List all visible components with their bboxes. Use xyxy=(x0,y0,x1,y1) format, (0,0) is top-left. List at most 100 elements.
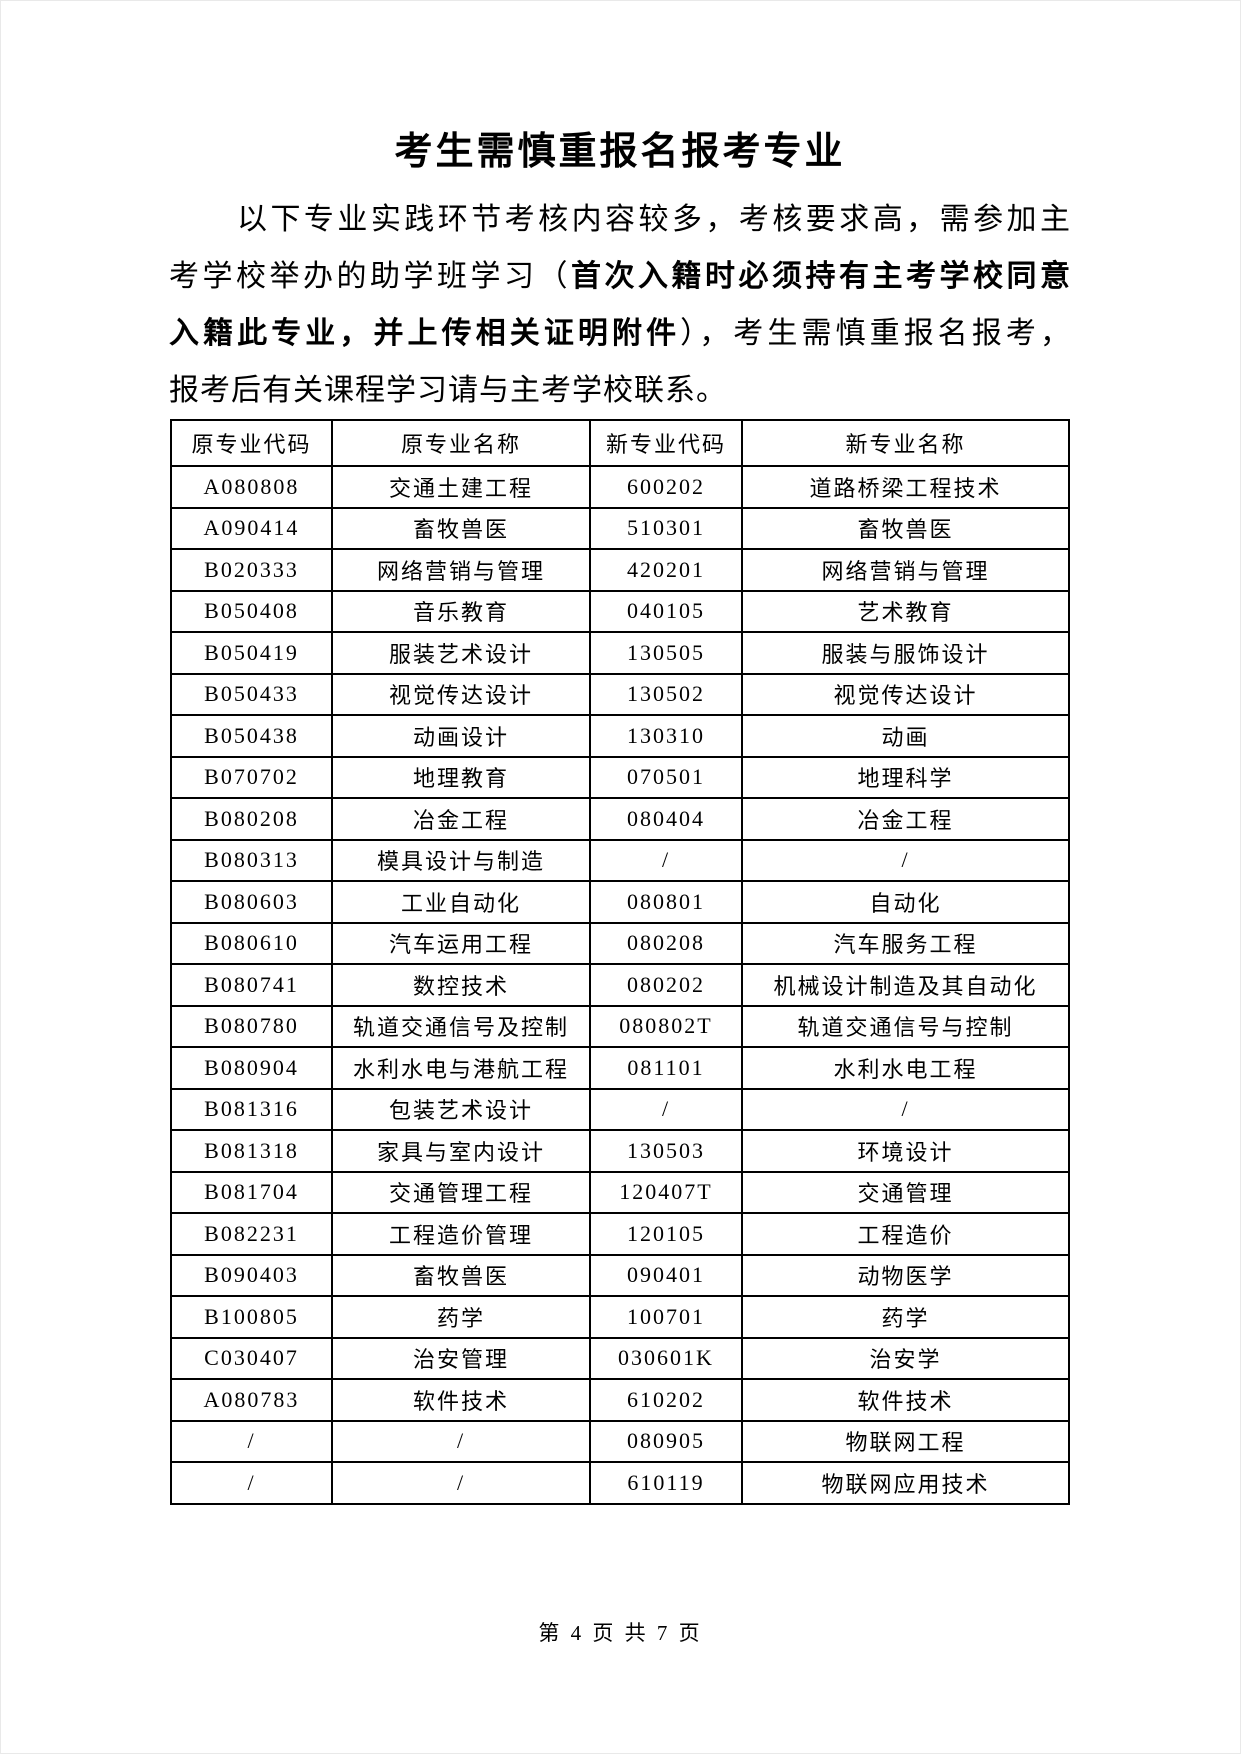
orig-name-cell: 汽车运用工程 xyxy=(331,921,591,965)
new-code-cell: 080802T xyxy=(589,1004,743,1048)
orig-code-cell: B020333 xyxy=(170,548,333,592)
orig-name-cell: 服装艺术设计 xyxy=(331,631,591,675)
orig-code-cell: B080208 xyxy=(170,797,333,841)
table-row: B081704 交通管理工程 120407T 交通管理 xyxy=(170,1170,1070,1214)
orig-code-cell: B050433 xyxy=(170,672,333,716)
new-name-cell: 环境设计 xyxy=(741,1129,1070,1173)
table-row: //610119 物联网应用技术 xyxy=(170,1461,1070,1505)
table-row: B050433 视觉传达设计 130502 视觉传达设计 xyxy=(170,672,1070,716)
new-name-cell: 冶金工程 xyxy=(741,797,1070,841)
orig-name-cell: 包装艺术设计 xyxy=(331,1087,591,1131)
table-row: A080808 交通土建工程 600202 道路桥梁工程技术 xyxy=(170,465,1070,509)
orig-code-cell: / xyxy=(170,1419,333,1463)
new-name-cell: 汽车服务工程 xyxy=(741,921,1070,965)
new-code-cell: 080404 xyxy=(589,797,743,841)
new-name-cell: 交通管理 xyxy=(741,1170,1070,1214)
page-footer: 第 4 页 共 7 页 xyxy=(538,1621,703,1645)
table-row: B050408 音乐教育 040105 艺术教育 xyxy=(170,589,1070,633)
new-name-cell: 治安学 xyxy=(741,1336,1070,1380)
new-name-cell: 药学 xyxy=(741,1295,1070,1339)
new-name-cell: 动画 xyxy=(741,714,1070,758)
new-code-cell: 070501 xyxy=(589,755,743,799)
orig-code-cell: B050419 xyxy=(170,631,333,675)
new-code-cell: 081101 xyxy=(589,1046,743,1090)
new-name-cell: 软件技术 xyxy=(741,1378,1070,1422)
table-row: B081316 包装艺术设计 / / xyxy=(170,1087,1070,1131)
new-name-cell: 艺术教育 xyxy=(741,589,1070,633)
table-header-cell: 原专业名称 xyxy=(331,419,591,467)
new-code-cell: 080202 xyxy=(589,963,743,1007)
orig-name-cell: 药学 xyxy=(331,1295,591,1339)
table-row: B080208 冶金工程 080404 冶金工程 xyxy=(170,797,1070,841)
orig-code-cell: B070702 xyxy=(170,755,333,799)
new-code-cell: 120105 xyxy=(589,1212,743,1256)
orig-code-cell: B080603 xyxy=(170,880,333,924)
orig-name-cell: 工业自动化 xyxy=(331,880,591,924)
orig-code-cell: B100805 xyxy=(170,1295,333,1339)
orig-code-cell: B050408 xyxy=(170,589,333,633)
intro-line: 考学校举办的助学班学习（首次入籍时必须持有主考学校同意 xyxy=(169,248,1071,305)
new-name-cell: 动物医学 xyxy=(741,1253,1070,1297)
orig-code-cell: B090403 xyxy=(170,1253,333,1297)
new-code-cell: 610202 xyxy=(589,1378,743,1422)
new-name-cell: 网络营销与管理 xyxy=(741,548,1070,592)
orig-code-cell: B082231 xyxy=(170,1212,333,1256)
page-content: 考生需慎重报名报考专业 以下专业实践环节考核内容较多，考核要求高，需参加主 考学校… xyxy=(169,1,1071,1505)
table-header-cell: 原专业代码 xyxy=(170,419,333,467)
orig-name-cell: / xyxy=(331,1461,591,1505)
table-row: B050419 服装艺术设计 130505 服装与服饰设计 xyxy=(170,631,1070,675)
intro-paragraph: 以下专业实践环节考核内容较多，考核要求高，需参加主 考学校举办的助学班学习（首次入… xyxy=(169,191,1071,419)
orig-name-cell: 工程造价管理 xyxy=(331,1212,591,1256)
intro-text: 考学校举办的助学班学习（ xyxy=(169,260,571,293)
orig-code-cell: B081704 xyxy=(170,1170,333,1214)
new-name-cell: 服装与服饰设计 xyxy=(741,631,1070,675)
orig-code-cell: B081318 xyxy=(170,1129,333,1173)
orig-code-cell: B081316 xyxy=(170,1087,333,1131)
new-name-cell: 道路桥梁工程技术 xyxy=(741,465,1070,509)
table-row: B082231 工程造价管理 120105 工程造价 xyxy=(170,1212,1070,1256)
orig-code-cell: A090414 xyxy=(170,506,333,550)
table-header-cell: 新专业名称 xyxy=(741,419,1070,467)
new-code-cell: 130503 xyxy=(589,1129,743,1173)
intro-text-bold: 入籍此专业，并上传相关证明附件 xyxy=(169,317,681,350)
new-name-cell: 畜牧兽医 xyxy=(741,506,1070,550)
new-code-cell: 030601K xyxy=(589,1336,743,1380)
new-name-cell: 水利水电工程 xyxy=(741,1046,1070,1090)
new-code-cell: 130310 xyxy=(589,714,743,758)
new-code-cell: 510301 xyxy=(589,506,743,550)
new-code-cell: 100701 xyxy=(589,1295,743,1339)
intro-text: 报考后有关课程学习请与主考学校联系。 xyxy=(169,374,727,407)
table-row: B020333 网络营销与管理 420201 网络营销与管理 xyxy=(170,548,1070,592)
table-row: B080313 模具设计与制造 / / xyxy=(170,838,1070,882)
intro-line: 入籍此专业，并上传相关证明附件），考生需慎重报名报考， xyxy=(169,305,1071,362)
new-code-cell: 120407T xyxy=(589,1170,743,1214)
table-row: B100805 药学 100701 药学 xyxy=(170,1295,1070,1339)
orig-name-cell: 音乐教育 xyxy=(331,589,591,633)
intro-line: 报考后有关课程学习请与主考学校联系。 xyxy=(169,362,1071,419)
new-code-cell: 080208 xyxy=(589,921,743,965)
intro-text: ），考生需慎重报名报考， xyxy=(680,317,1072,350)
orig-name-cell: 软件技术 xyxy=(331,1378,591,1422)
orig-name-cell: 模具设计与制造 xyxy=(331,838,591,882)
orig-name-cell: 家具与室内设计 xyxy=(331,1129,591,1173)
new-name-cell: 视觉传达设计 xyxy=(741,672,1070,716)
new-code-cell: 090401 xyxy=(589,1253,743,1297)
orig-name-cell: 交通土建工程 xyxy=(331,465,591,509)
table-header-row: 原专业代码 原专业名称 新专业代码 新专业名称 xyxy=(170,419,1070,467)
table-row: B080603 工业自动化 080801 自动化 xyxy=(170,880,1070,924)
orig-name-cell: 畜牧兽医 xyxy=(331,506,591,550)
table-row: B080904 水利水电与港航工程 081101 水利水电工程 xyxy=(170,1046,1070,1090)
orig-code-cell: / xyxy=(170,1461,333,1505)
orig-name-cell: 畜牧兽医 xyxy=(331,1253,591,1297)
orig-name-cell: 动画设计 xyxy=(331,714,591,758)
table-row: B090403 畜牧兽医 090401 动物医学 xyxy=(170,1253,1070,1297)
new-name-cell: 物联网应用技术 xyxy=(741,1461,1070,1505)
new-name-cell: / xyxy=(741,838,1070,882)
orig-code-cell: B080610 xyxy=(170,921,333,965)
orig-name-cell: 数控技术 xyxy=(331,963,591,1007)
orig-name-cell: 水利水电与港航工程 xyxy=(331,1046,591,1090)
new-code-cell: 040105 xyxy=(589,589,743,633)
orig-name-cell: / xyxy=(331,1419,591,1463)
new-name-cell: 自动化 xyxy=(741,880,1070,924)
